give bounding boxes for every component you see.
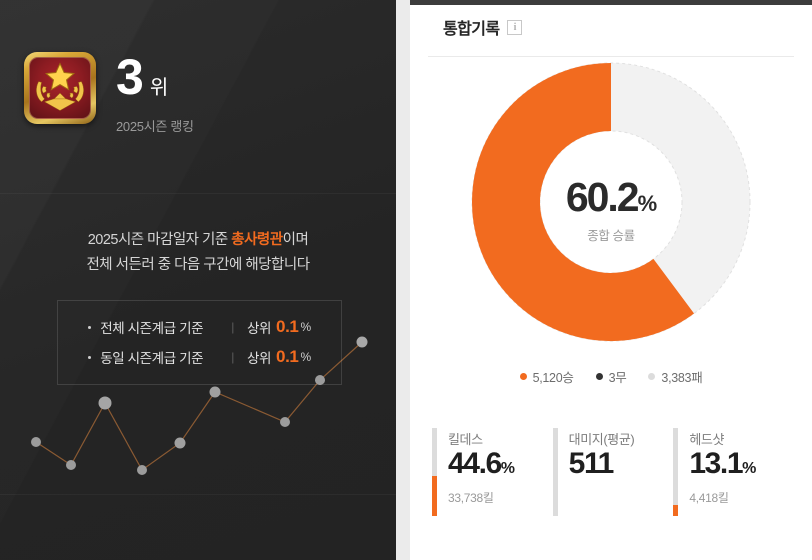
description-line-2: 전체 서든러 중 다음 구간에 해당합니다	[86, 257, 310, 274]
stat-label: 헤드샷	[689, 432, 725, 447]
rank-subtitle: 2025시즌 랭킹	[116, 118, 194, 134]
bullet-dot-icon	[88, 325, 92, 329]
percentile-value: 0.1	[276, 347, 299, 366]
percentile-prefix: 상위	[246, 351, 272, 366]
percentile-value: 0.1	[276, 317, 299, 336]
donut-legend: 5,120승 3무 3,383패	[410, 367, 812, 386]
donut-svg	[471, 62, 751, 342]
stat-unit: %	[742, 460, 756, 477]
panel-top-strip	[410, 0, 812, 5]
percentile-box: 전체 시즌계급 기준 | 상위 0.1 % 동일 시즌계급 기준 | 상위 0.…	[57, 300, 342, 385]
stat-unit: %	[500, 460, 515, 477]
panel-divider-top	[0, 193, 396, 194]
star-icon	[44, 62, 76, 92]
stat-value-row: 13.1%	[689, 447, 756, 480]
rank-summary-panel: 3 위 2025시즌 랭킹 2025시즌 마감일자 기준 총사령관이며 전체 서…	[0, 0, 396, 560]
panel-divider-bottom	[0, 494, 396, 495]
stat-progress-bar	[552, 428, 558, 516]
info-icon[interactable]: i	[507, 19, 523, 35]
stat-damage-average: 대미지(평균) 511	[552, 428, 674, 516]
rank-description: 2025시즌 마감일자 기준 총사령관이며 전체 서든러 중 다음 구간에 해당…	[0, 228, 396, 279]
stat-progress-bar	[673, 428, 679, 516]
stat-value: 44.6	[448, 447, 502, 480]
percentile-label: 동일 시즌계급 기준	[100, 351, 204, 366]
stat-label: 대미지(평균)	[568, 432, 635, 447]
rank-line: 3 위	[116, 49, 194, 105]
legend-item-wins: 5,120승	[519, 367, 574, 386]
rank-unit: 위	[149, 77, 169, 99]
stat-summary-row: 킬데스 44.6% 33,738킬 대미지(평균) 511	[432, 428, 794, 516]
laurel-wreath-icon	[36, 81, 84, 111]
percentile-unit: %	[300, 350, 311, 364]
stat-label: 킬데스	[448, 432, 483, 447]
rank-trend-sparkline	[31, 336, 368, 475]
percentile-row: 동일 시즌계급 기준 | 상위 0.1 %	[58, 342, 341, 372]
combined-record-panel: 통합기록 i 60.2% 종합 승률	[410, 0, 812, 560]
stat-value-row: 511	[569, 448, 635, 480]
rank-text-block: 3 위 2025시즌 랭킹	[116, 52, 194, 135]
panel-header: 통합기록 i	[443, 15, 523, 39]
stat-progress-bar	[432, 428, 437, 516]
percentile-row: 전체 시즌계급 기준 | 상위 0.1 %	[58, 312, 341, 342]
percentile-label: 전체 시즌계급 기준	[100, 321, 204, 336]
rank-header: 3 위 2025시즌 랭킹	[24, 52, 194, 135]
win-rate-donut-chart: 60.2% 종합 승률	[410, 62, 812, 362]
legend-dot-icon	[519, 373, 527, 380]
description-prefix: 2025시즌 마감일자 기준	[87, 232, 232, 248]
donut-win-segment	[472, 63, 695, 341]
stat-headshot: 헤드샷 13.1% 4,418킬	[673, 428, 794, 516]
stat-value: 13.1	[689, 447, 743, 480]
percentile-separator: |	[231, 320, 234, 334]
stat-value-row: 44.6%	[448, 447, 515, 480]
legend-dot-icon	[648, 373, 656, 380]
stat-body: 대미지(평균) 511	[569, 428, 635, 516]
stat-kill-death: 킬데스 44.6% 33,738킬	[432, 428, 553, 516]
panel-divider	[428, 56, 794, 57]
stat-body: 킬데스 44.6% 33,738킬	[448, 428, 515, 516]
description-line-1: 2025시즌 마감일자 기준 총사령관이며	[0, 228, 396, 253]
legend-item-draws: 3무	[595, 367, 627, 386]
stat-footnote: 4,418킬	[689, 490, 729, 505]
legend-label: 3,383패	[661, 371, 703, 385]
bullet-dot-icon	[88, 355, 92, 359]
stat-body: 헤드샷 13.1% 4,418킬	[689, 428, 756, 516]
page-title: 통합기록	[443, 21, 500, 38]
stat-footnote: 33,738킬	[448, 490, 494, 505]
donut-inner-dash	[539, 130, 683, 274]
percentile-separator: |	[231, 350, 234, 364]
legend-item-losses: 3,383패	[648, 367, 703, 386]
badge-inner	[29, 57, 91, 119]
rank-medal-badge	[24, 52, 96, 124]
legend-label: 3무	[608, 371, 627, 385]
stat-progress-fill	[673, 504, 679, 516]
legend-label: 5,120승	[532, 371, 574, 385]
stat-progress-fill	[432, 476, 437, 516]
rank-number: 3	[116, 49, 144, 105]
percentile-prefix: 상위	[246, 321, 272, 336]
stat-value: 511	[568, 447, 615, 480]
legend-dot-icon	[595, 373, 603, 380]
description-suffix: 이며	[282, 232, 309, 248]
description-highlight: 총사령관	[231, 232, 283, 248]
percentile-unit: %	[300, 320, 311, 334]
